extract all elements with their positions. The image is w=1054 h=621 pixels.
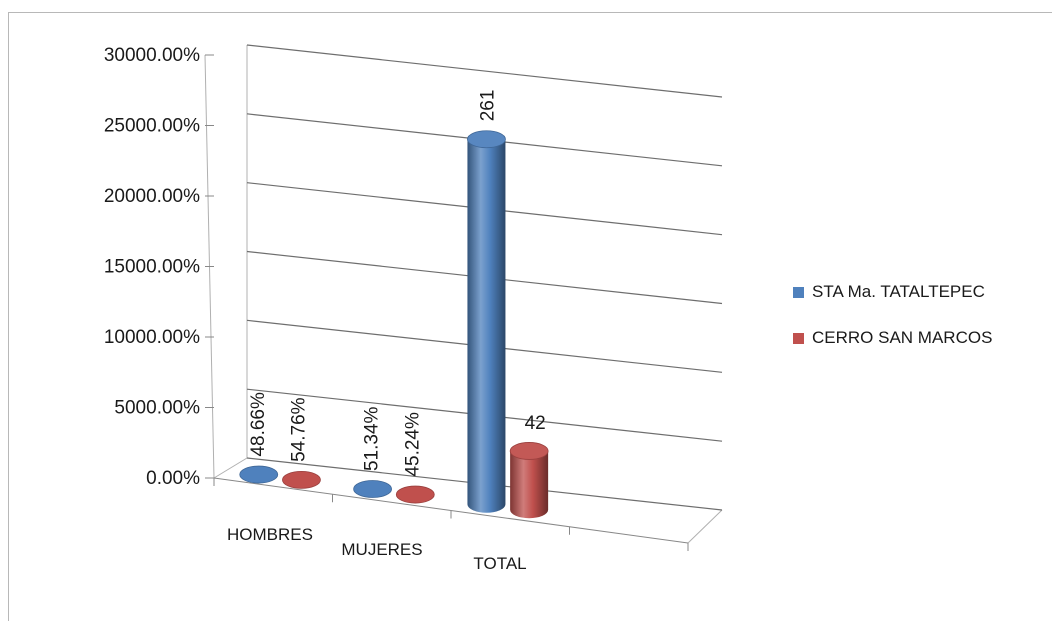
y-tick-label: 20000.00% — [104, 186, 200, 207]
data-label-total-series-2: 42 — [525, 413, 546, 434]
data-label-hombres-series-1: 48.66% — [248, 392, 269, 457]
bar-hombres-series-1-top — [239, 465, 279, 484]
data-label-total-series-1: 261 — [477, 90, 498, 122]
x-tick-label: TOTAL — [473, 554, 526, 573]
bar-total-series-1-body — [467, 139, 506, 513]
y-tick-label: 25000.00% — [104, 116, 200, 137]
y-tick-label: 10000.00% — [104, 327, 200, 348]
bar-mujeres-series-1-top — [353, 480, 392, 498]
legend-swatch-series-1 — [793, 286, 804, 298]
floor-side-edge — [213, 457, 248, 479]
bar-total-series-2-body — [510, 450, 549, 519]
legend-item-series-2: CERRO SAN MARCOS — [793, 328, 992, 348]
legend-swatch-series-2 — [793, 332, 804, 344]
y-tick-label: 5000.00% — [114, 398, 200, 419]
y-tick-label: 15000.00% — [104, 257, 200, 278]
x-tick-label: HOMBRES — [227, 525, 313, 544]
legend-label-series-2: CERRO SAN MARCOS — [812, 328, 993, 347]
bar-mujeres-series-2-top — [395, 485, 435, 504]
data-label-mujeres-series-2: 45.24% — [402, 412, 423, 477]
gridline — [246, 44, 723, 98]
chart-frame — [8, 12, 1052, 621]
legend: STA Ma. TATALTEPEC CERRO SAN MARCOS — [793, 282, 992, 374]
x-tick-label: MUJERES — [341, 540, 422, 559]
data-label-mujeres-series-1: 51.34% — [362, 406, 383, 471]
data-label-hombres-series-2: 54.76% — [288, 397, 309, 462]
bar-total-series-1-top — [467, 130, 506, 149]
bar-hombres-series-2-top — [282, 471, 321, 489]
bar-total-series-2-top — [509, 442, 549, 460]
y-tick-label: 30000.00% — [104, 45, 200, 66]
floor-right-edge — [687, 509, 723, 544]
legend-item-series-1: STA Ma. TATALTEPEC — [793, 282, 992, 302]
y-tick-label: 0.00% — [146, 468, 200, 489]
legend-label-series-1: STA Ma. TATALTEPEC — [812, 282, 985, 301]
